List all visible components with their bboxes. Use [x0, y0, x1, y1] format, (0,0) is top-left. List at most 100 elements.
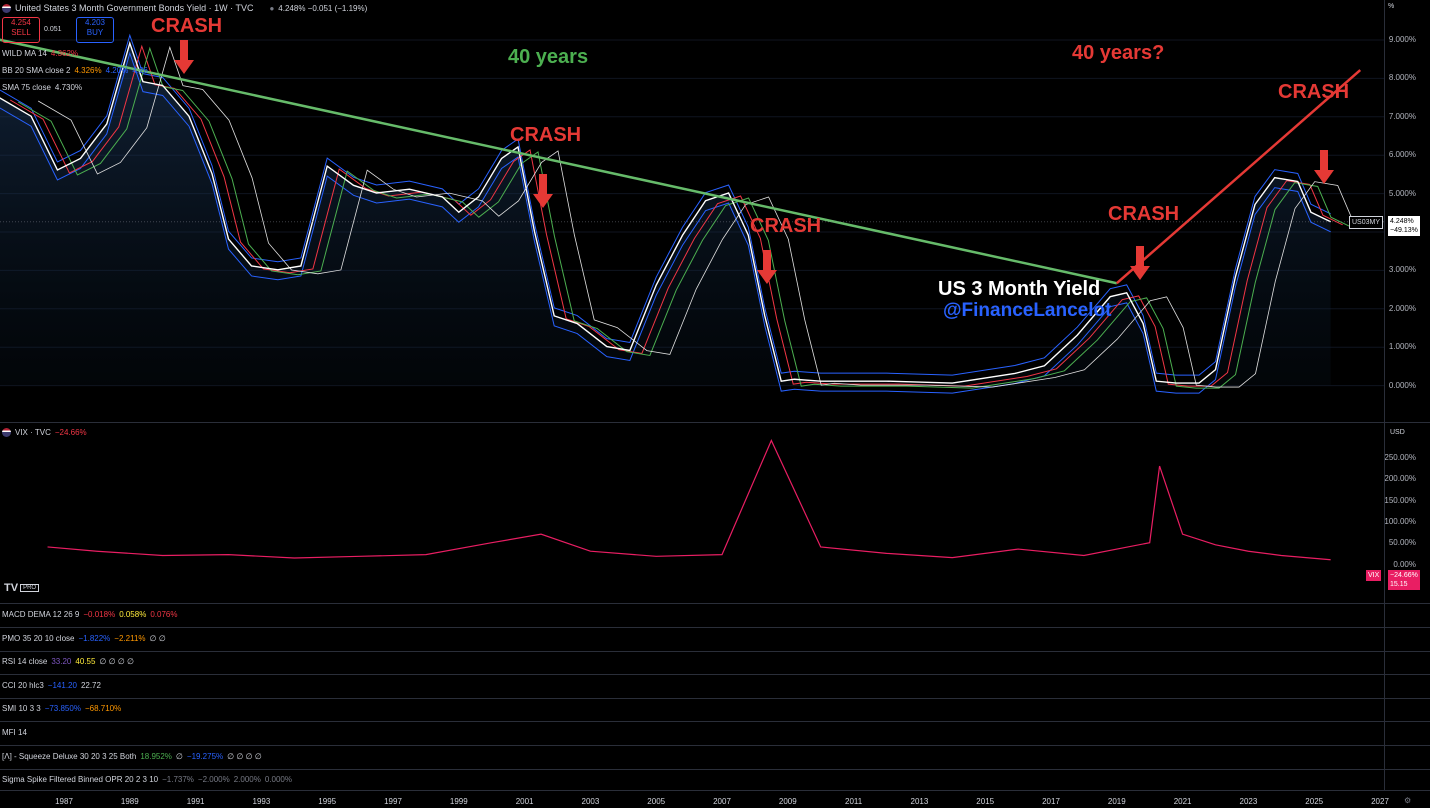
pane-divider[interactable]	[0, 674, 1430, 676]
time-tick-label: 2021	[1173, 797, 1192, 806]
price-change: 4.248% −0.051 (−1.19%)	[278, 3, 368, 13]
tradingview-logo[interactable]: TV PRO	[4, 582, 40, 594]
indicator-value: −19.275%	[186, 751, 224, 761]
red-trendline[interactable]	[1115, 69, 1362, 285]
axis-tick-label: 0.000%	[1388, 380, 1416, 390]
pane-divider[interactable]	[0, 650, 1430, 652]
axis-tick-label: 2.000%	[1388, 303, 1416, 313]
indicator-legend-row[interactable]: RSI 14 close 33.20 40.55 ∅ ∅ ∅ ∅	[2, 657, 134, 666]
spread-value: 0.051	[44, 26, 62, 33]
pane-divider[interactable]	[0, 721, 1430, 723]
symbol-title[interactable]: United States 3 Month Government Bonds Y…	[15, 3, 254, 13]
axis-tick-label: 50.00%	[1388, 538, 1416, 548]
indicator-value: 22.72	[80, 680, 101, 690]
vix-name[interactable]: VIX · TVC	[15, 428, 51, 437]
crash-label-2025: CRASH	[1278, 81, 1350, 103]
indicator-legend-row[interactable]: PMO 35 20 10 close −1.822% −2.211% ∅ ∅	[2, 634, 166, 643]
green-trendline[interactable]	[0, 38, 1118, 285]
down-arrow-icon	[533, 174, 553, 208]
indicator-value: −68.710%	[84, 704, 122, 714]
pane-divider[interactable]	[0, 603, 1430, 604]
sell-button[interactable]: 4.254 SELL	[2, 17, 40, 43]
indicator-value: 0.076%	[150, 610, 178, 619]
main-chart-pane[interactable]	[0, 0, 1384, 422]
indicator-name: CCI 20 hlc3	[2, 680, 44, 690]
indicator-legend-row[interactable]: Sigma Spike Filtered Binned OPR 20 2 3 1…	[2, 775, 292, 784]
indicator-value: −1.822%	[78, 633, 111, 643]
time-tick-label: 2005	[647, 797, 666, 806]
buy-button[interactable]: 4.203 BUY	[76, 17, 114, 43]
time-tick-label: 2017	[1042, 797, 1060, 806]
indicator-value: ∅ ∅ ∅ ∅	[227, 751, 262, 761]
down-arrow-icon	[1130, 246, 1150, 280]
vix-tag-change: −24.66%	[1390, 572, 1418, 579]
yield-area	[0, 43, 1331, 385]
indicator-legend-row[interactable]: MFI 14	[2, 728, 27, 737]
legend-value: 4.362%	[50, 49, 79, 58]
indicator-legend-row[interactable]: [Λ] - Squeeze Deluxe 30 20 3 25 Both 18.9…	[2, 752, 262, 761]
indicator-value: 2.000%	[233, 775, 261, 785]
sell-label: SELL	[11, 28, 31, 37]
time-tick-label: 1999	[449, 797, 468, 806]
time-axis-divider	[0, 790, 1430, 791]
tag-value: 4.248%	[1390, 218, 1414, 225]
currency-label[interactable]: USD	[1390, 429, 1405, 436]
pane-divider[interactable]	[0, 768, 1430, 770]
axis-tick-label: 150.00%	[1384, 495, 1416, 505]
crash-label-2001: CRASH	[510, 124, 582, 146]
down-arrow-icon	[174, 40, 194, 74]
bb-basis-line	[17, 46, 1351, 389]
main-legend-header: United States 3 Month Government Bonds Y…	[2, 3, 367, 13]
time-tick-label: 2015	[976, 797, 995, 806]
time-tick-label: 1991	[186, 797, 205, 806]
time-tick-label: 2003	[581, 797, 600, 806]
indicator-value: ∅ ∅	[149, 633, 166, 643]
vix-chart-canvas[interactable]	[0, 423, 1384, 603]
indicator-value: −141.20	[47, 680, 77, 690]
time-tick-label: 1989	[120, 797, 139, 806]
legend-name: WILD MA 14	[2, 49, 47, 58]
axis-separator	[1384, 0, 1385, 790]
symbol-price-tag: US03MY	[1349, 216, 1384, 229]
pane-divider[interactable]	[0, 697, 1430, 699]
main-chart-canvas[interactable]	[0, 0, 1384, 422]
handle-overlay: @FinanceLancelot	[943, 300, 1112, 321]
time-tick-label: 2027	[1371, 797, 1389, 806]
legend-row[interactable]: SMA 75 close 4.730%	[2, 83, 82, 92]
indicator-value: −1.737%	[162, 775, 194, 785]
legend-row[interactable]: WILD MA 14 4.362%	[2, 49, 78, 58]
indicator-name: RSI 14 close	[2, 657, 48, 667]
sma-75-line	[37, 45, 1371, 388]
time-tick-label: 2007	[713, 797, 731, 806]
legend-row[interactable]: BB 20 SMA close 2 4.326% 4.20% 4.26	[2, 66, 148, 75]
tv-logo-icon: TV	[4, 582, 19, 594]
axis-tick-label: 1.000%	[1388, 342, 1416, 352]
legend-value: 4.20%	[105, 66, 129, 75]
sell-price: 4.254	[10, 18, 32, 27]
indicator-legend-row[interactable]: MACD DEMA 12 26 9 −0.018% 0.058% 0.076%	[2, 610, 177, 619]
pane-divider[interactable]	[0, 627, 1430, 628]
indicator-legend-row[interactable]: SMI 10 3 3 −73.850% −68.710%	[2, 704, 121, 713]
axis-tick-label: 3.000%	[1388, 265, 1416, 275]
down-arrow-icon	[1314, 150, 1334, 184]
pro-badge: PRO	[20, 584, 40, 592]
pane-divider[interactable]	[0, 422, 1430, 423]
indicator-value: −0.018%	[83, 610, 116, 619]
settings-gear-icon[interactable]: ⚙	[1404, 796, 1412, 805]
percent-toggle[interactable]: %	[1388, 3, 1395, 10]
indicator-value: 40.55	[75, 657, 96, 667]
indicator-value: −2.211%	[114, 633, 146, 643]
forty-years-label: 40 years	[508, 46, 589, 68]
legend-value: 4.26	[132, 66, 148, 75]
legend-name: SMA 75 close	[2, 83, 51, 92]
buy-price: 4.203	[84, 18, 106, 27]
axis-tick-label: 100.00%	[1384, 516, 1416, 526]
vix-line	[47, 438, 1331, 561]
axis-tick-label: 250.00%	[1384, 453, 1416, 462]
tag-value-box: 4.248% −49.13%	[1388, 216, 1420, 236]
axis-tick-label: 8.000%	[1388, 73, 1416, 83]
pane-divider[interactable]	[0, 745, 1430, 746]
time-tick-label: 1993	[252, 797, 271, 806]
vix-chart-pane[interactable]	[0, 423, 1384, 603]
indicator-legend-row[interactable]: CCI 20 hlc3 −141.20 22.72	[2, 681, 101, 690]
